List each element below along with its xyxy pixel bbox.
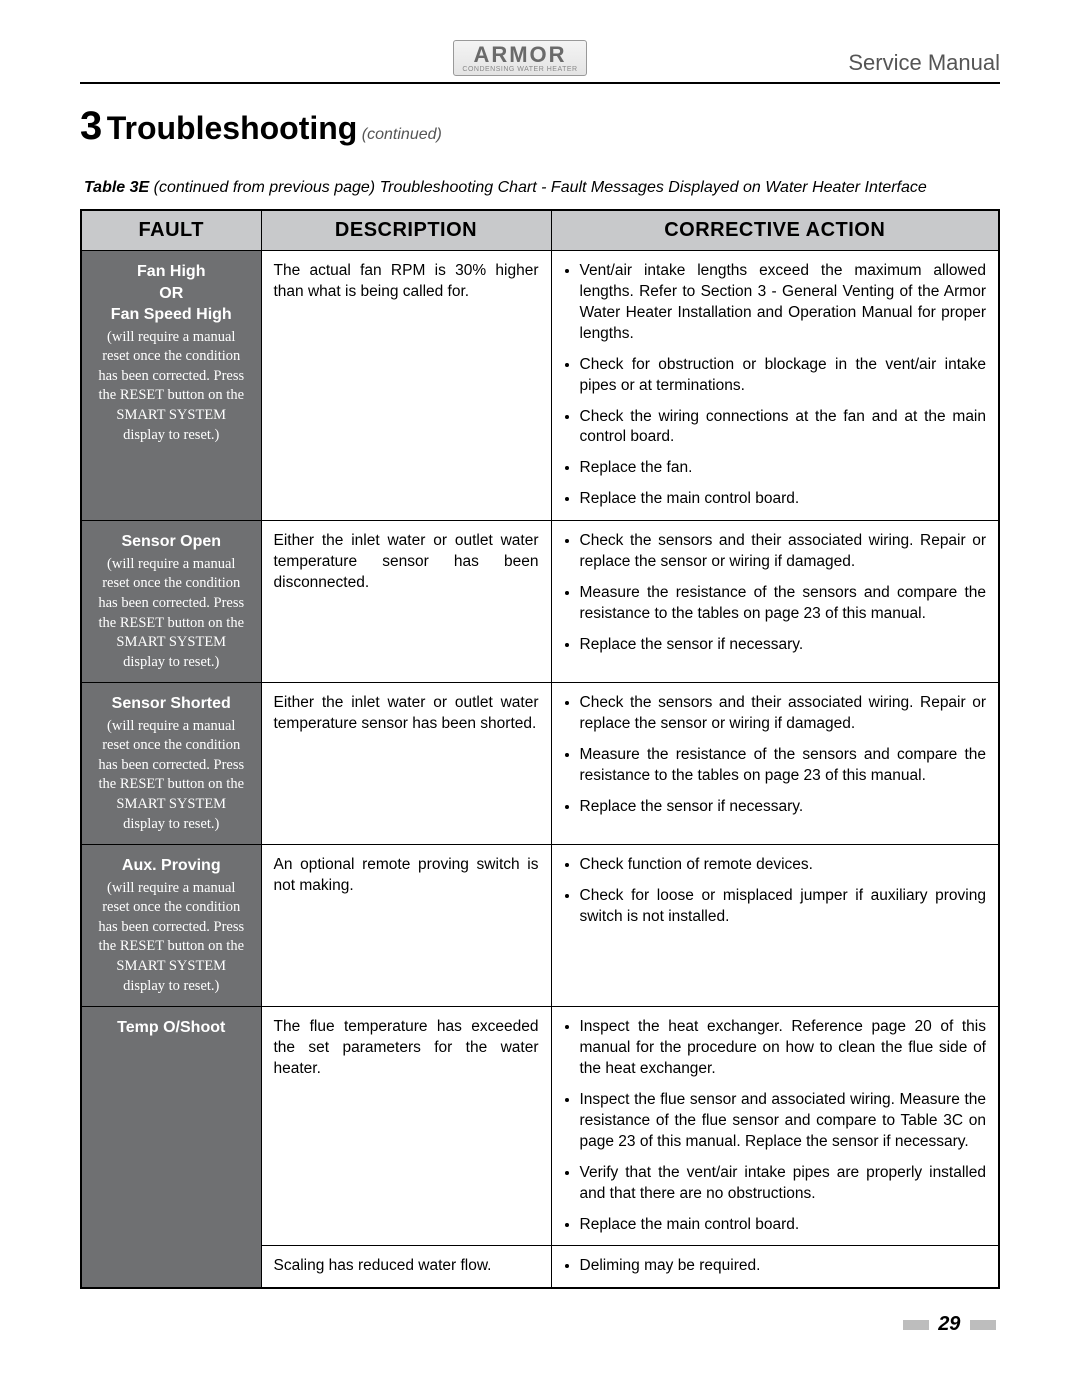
action-cell: Check the sensors and their associated w… [551, 521, 999, 683]
fault-reset-note: (will require a manual reset once the co… [94, 328, 249, 445]
action-item: Replace the sensor if necessary. [580, 635, 987, 656]
action-item: Measure the resistance of the sensors an… [580, 745, 987, 787]
action-item: Replace the fan. [580, 458, 987, 479]
section-heading: 3 Troubleshooting (continued) [80, 104, 1000, 149]
fault-title-line: Sensor Shorted [94, 693, 249, 715]
section-title-text: Troubleshooting [107, 110, 358, 146]
table-row: Sensor Shorted(will require a manual res… [81, 683, 999, 845]
description-cell: Scaling has reduced water flow. [261, 1246, 551, 1288]
fault-reset-note: (will require a manual reset once the co… [94, 879, 249, 996]
brand-text: ARMOR [473, 42, 566, 67]
action-item: Inspect the flue sensor and associated w… [580, 1090, 987, 1153]
action-list: Deliming may be required. [564, 1256, 987, 1277]
brand-logo: ARMOR CONDENSING WATER HEATER [453, 40, 586, 76]
col-fault: FAULT [81, 210, 261, 251]
table-row: Fan HighORFan Speed High(will require a … [81, 251, 999, 521]
action-cell: Inspect the heat exchanger. Reference pa… [551, 1007, 999, 1246]
action-item: Check the sensors and their associated w… [580, 693, 987, 735]
header-rule [80, 82, 1000, 84]
table-row: Sensor Open(will require a manual reset … [81, 521, 999, 683]
fault-reset-note: (will require a manual reset once the co… [94, 555, 249, 672]
fault-title-line: Aux. Proving [94, 855, 249, 877]
action-item: Verify that the vent/air intake pipes ar… [580, 1163, 987, 1205]
brand-subtitle: CONDENSING WATER HEATER [462, 66, 577, 73]
section-number: 3 [80, 104, 102, 148]
footer-bar-left [903, 1320, 929, 1330]
fault-title-line: Temp O/Shoot [94, 1017, 249, 1039]
fault-cell: Aux. Proving(will require a manual reset… [81, 845, 261, 1007]
description-cell: Either the inlet water or outlet water t… [261, 521, 551, 683]
page-footer: 29 [80, 1313, 1000, 1336]
fault-cell: Temp O/Shoot [81, 1007, 261, 1289]
fault-title-line: OR [94, 283, 249, 305]
table-row: Temp O/Shoot The flue temperature has exc… [81, 1007, 999, 1246]
action-item: Replace the main control board. [580, 489, 987, 510]
action-list: Vent/air intake lengths exceed the maxim… [564, 261, 987, 510]
doc-type-label: Service Manual [848, 50, 1000, 75]
fault-cell: Sensor Open(will require a manual reset … [81, 521, 261, 683]
action-item: Replace the sensor if necessary. [580, 797, 987, 818]
table-row: Aux. Proving(will require a manual reset… [81, 845, 999, 1007]
action-item: Inspect the heat exchanger. Reference pa… [580, 1017, 987, 1080]
footer-bar-right [970, 1320, 996, 1330]
fault-title-line: Fan Speed High [94, 304, 249, 326]
description-cell: Either the inlet water or outlet water t… [261, 683, 551, 845]
description-cell: The actual fan RPM is 30% higher than wh… [261, 251, 551, 521]
action-item: Measure the resistance of the sensors an… [580, 583, 987, 625]
action-item: Vent/air intake lengths exceed the maxim… [580, 261, 987, 345]
table-caption: Table 3E (continued from previous page) … [80, 179, 1000, 197]
section-continued: (continued) [362, 126, 442, 143]
action-list: Check the sensors and their associated w… [564, 693, 987, 818]
fault-title-line: Fan High [94, 261, 249, 283]
action-item: Replace the main control board. [580, 1215, 987, 1236]
action-cell: Check the sensors and their associated w… [551, 683, 999, 845]
action-cell: Vent/air intake lengths exceed the maxim… [551, 251, 999, 521]
action-list: Check function of remote devices. Check f… [564, 855, 987, 928]
action-cell: Deliming may be required. [551, 1246, 999, 1288]
description-cell: The flue temperature has exceeded the se… [261, 1007, 551, 1246]
action-list: Check the sensors and their associated w… [564, 531, 987, 656]
action-item: Check the wiring connections at the fan … [580, 407, 987, 449]
description-cell: An optional remote proving switch is not… [261, 845, 551, 1007]
action-cell: Check function of remote devices. Check f… [551, 845, 999, 1007]
page-number: 29 [938, 1313, 960, 1335]
fault-cell: Sensor Shorted(will require a manual res… [81, 683, 261, 845]
action-item: Deliming may be required. [580, 1256, 987, 1277]
action-item: Check function of remote devices. [580, 855, 987, 876]
action-item: Check the sensors and their associated w… [580, 531, 987, 573]
action-list: Inspect the heat exchanger. Reference pa… [564, 1017, 987, 1235]
caption-label: Table 3E [84, 179, 149, 196]
col-action: CORRECTIVE ACTION [551, 210, 999, 251]
action-item: Check for obstruction or blockage in the… [580, 355, 987, 397]
action-item: Check for loose or misplaced jumper if a… [580, 886, 987, 928]
col-description: DESCRIPTION [261, 210, 551, 251]
fault-cell: Fan HighORFan Speed High(will require a … [81, 251, 261, 521]
caption-text: (continued from previous page) Troublesh… [154, 179, 927, 196]
fault-reset-note: (will require a manual reset once the co… [94, 717, 249, 834]
troubleshooting-table: FAULT DESCRIPTION CORRECTIVE ACTION Fan … [80, 209, 1000, 1289]
fault-title-line: Sensor Open [94, 531, 249, 553]
page-header: ARMOR CONDENSING WATER HEATER Service Ma… [80, 40, 1000, 82]
